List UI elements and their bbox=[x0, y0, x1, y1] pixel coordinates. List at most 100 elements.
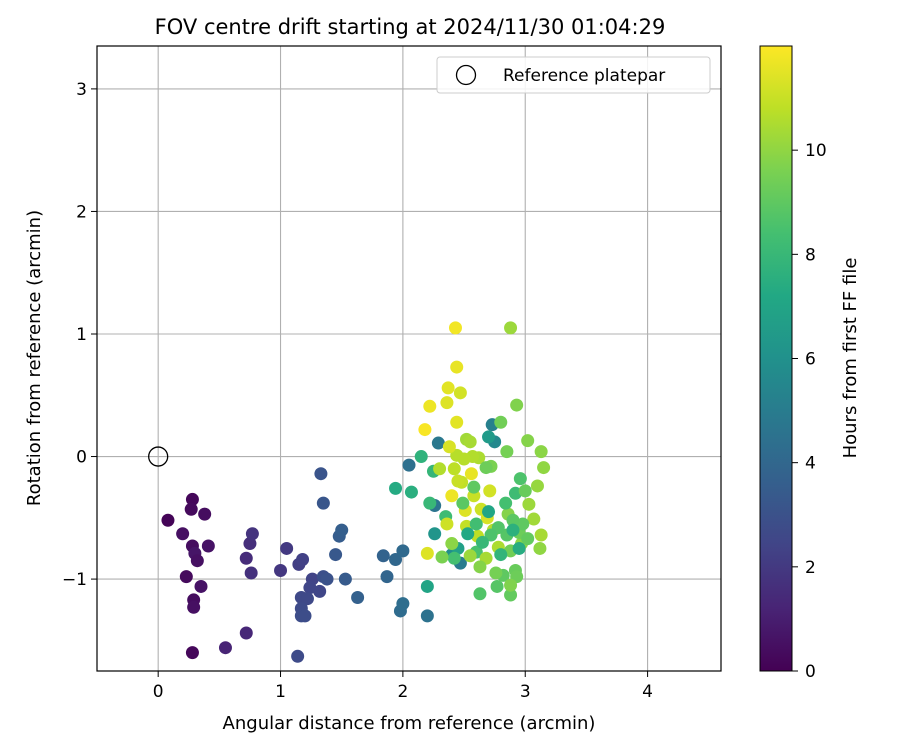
data-point bbox=[445, 537, 459, 551]
data-point bbox=[185, 646, 199, 660]
data-point bbox=[450, 415, 464, 429]
data-point bbox=[447, 551, 461, 565]
data-point bbox=[504, 588, 518, 602]
data-point bbox=[176, 527, 190, 541]
data-point bbox=[504, 321, 518, 335]
data-points bbox=[148, 321, 551, 663]
data-point bbox=[533, 541, 547, 555]
data-point bbox=[433, 462, 447, 476]
data-point bbox=[522, 497, 536, 511]
data-point bbox=[479, 461, 493, 475]
data-point bbox=[534, 445, 548, 459]
data-point bbox=[441, 381, 455, 395]
x-tick-label: 3 bbox=[520, 682, 531, 702]
data-point bbox=[464, 467, 478, 481]
y-axis-label: Rotation from reference (arcmin) bbox=[24, 210, 45, 506]
data-point bbox=[218, 641, 232, 655]
y-tick-label: 1 bbox=[76, 325, 87, 345]
data-point bbox=[179, 570, 193, 584]
data-point bbox=[483, 484, 497, 498]
data-point bbox=[161, 513, 175, 527]
data-point bbox=[463, 549, 477, 563]
data-point bbox=[482, 430, 496, 444]
data-point bbox=[280, 541, 294, 555]
data-point bbox=[530, 479, 544, 493]
data-point bbox=[245, 527, 259, 541]
data-point bbox=[448, 321, 462, 335]
y-tick-label: −1 bbox=[62, 570, 87, 590]
data-point bbox=[296, 552, 310, 566]
legend-box bbox=[436, 56, 711, 94]
data-point bbox=[435, 550, 449, 564]
y-tick-label: 3 bbox=[76, 80, 87, 100]
data-point bbox=[313, 584, 327, 598]
data-point bbox=[445, 489, 459, 503]
data-point bbox=[447, 462, 461, 476]
x-tick-label: 4 bbox=[642, 682, 653, 702]
data-point bbox=[469, 517, 483, 531]
data-point bbox=[404, 485, 418, 499]
data-point bbox=[184, 502, 198, 516]
colorbar: 0 2 4 6 8 10 Hours from first FF file bbox=[759, 45, 861, 682]
data-point bbox=[440, 396, 454, 410]
data-point bbox=[431, 436, 445, 450]
legend: Reference platepar bbox=[436, 56, 711, 94]
data-point bbox=[274, 564, 288, 578]
data-point bbox=[489, 566, 503, 580]
data-point bbox=[463, 435, 477, 449]
data-point bbox=[428, 527, 442, 541]
colorbar-ticks: 0 2 4 6 8 10 bbox=[792, 141, 827, 682]
data-point bbox=[423, 399, 437, 413]
data-point bbox=[190, 554, 204, 568]
data-point bbox=[475, 535, 489, 549]
data-point bbox=[298, 609, 312, 623]
data-point bbox=[451, 474, 465, 488]
data-point bbox=[314, 467, 328, 481]
data-point bbox=[457, 452, 471, 466]
data-point bbox=[239, 626, 253, 640]
colorbar-gradient bbox=[759, 45, 793, 672]
colorbar-tick-label: 4 bbox=[805, 454, 816, 474]
data-point bbox=[521, 434, 535, 448]
data-point bbox=[303, 581, 317, 595]
plot-frame bbox=[96, 45, 722, 672]
data-point bbox=[442, 440, 456, 454]
data-point bbox=[521, 532, 535, 546]
data-point bbox=[482, 505, 496, 519]
data-point bbox=[440, 517, 454, 531]
x-tick-label: 2 bbox=[397, 682, 408, 702]
data-point bbox=[423, 496, 437, 510]
y-axis-ticks: −1 0 1 2 3 bbox=[62, 80, 97, 590]
data-point bbox=[506, 523, 520, 537]
data-point bbox=[335, 523, 349, 537]
data-point bbox=[389, 552, 403, 566]
data-point bbox=[516, 517, 530, 531]
data-point bbox=[494, 415, 508, 429]
colorbar-tick-label: 6 bbox=[805, 350, 816, 370]
data-point bbox=[420, 609, 434, 623]
data-point bbox=[473, 587, 487, 601]
data-point bbox=[473, 560, 487, 574]
colorbar-tick-label: 2 bbox=[805, 558, 816, 578]
data-point bbox=[456, 496, 470, 510]
colorbar-tick-label: 10 bbox=[805, 141, 827, 161]
data-point bbox=[351, 590, 365, 604]
data-point bbox=[518, 484, 532, 498]
data-point bbox=[504, 578, 518, 592]
data-point bbox=[243, 537, 257, 551]
data-point bbox=[389, 481, 403, 495]
data-point bbox=[534, 528, 548, 542]
y-tick-label: 0 bbox=[76, 448, 87, 468]
legend-label-reference: Reference platepar bbox=[503, 66, 665, 86]
chart-title: FOV centre drift starting at 2024/11/30 … bbox=[155, 15, 666, 39]
data-point bbox=[490, 579, 504, 593]
data-point bbox=[500, 445, 514, 459]
x-axis-ticks: 0 1 2 3 4 bbox=[153, 671, 653, 702]
colorbar-tick-label: 8 bbox=[805, 245, 816, 265]
data-point bbox=[527, 512, 541, 526]
data-point bbox=[513, 472, 527, 486]
data-point bbox=[316, 496, 330, 510]
data-point bbox=[414, 450, 428, 464]
data-point bbox=[396, 597, 410, 611]
